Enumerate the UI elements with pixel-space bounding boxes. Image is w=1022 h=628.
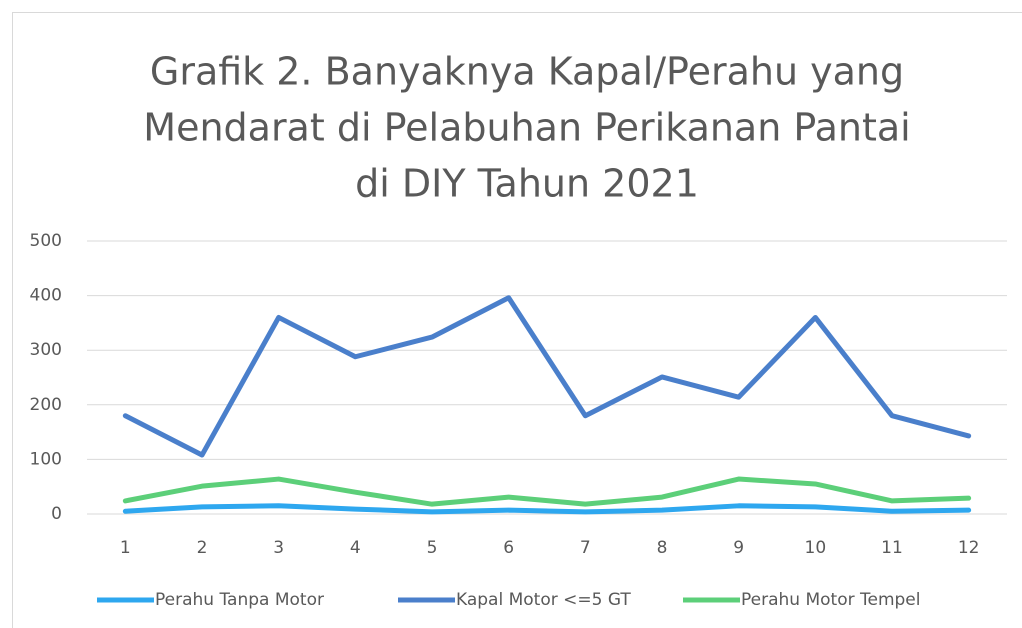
chart-title: Mendarat di Pelabuhan Perikanan Pantai: [143, 106, 910, 150]
x-tick-label: 11: [881, 538, 903, 558]
chart-border: [12, 12, 1022, 628]
x-tick-label: 7: [580, 538, 591, 558]
x-tick-label: 8: [657, 538, 668, 558]
x-tick-label: 3: [273, 538, 284, 558]
x-tick-label: 5: [427, 538, 438, 558]
legend-label: Perahu Tanpa Motor: [155, 590, 324, 610]
y-tick-label: 200: [30, 395, 62, 415]
y-tick-label: 300: [30, 340, 62, 360]
legend-label: Kapal Motor <=5 GT: [456, 590, 631, 610]
y-tick-label: 100: [30, 449, 62, 469]
legend-label: Perahu Motor Tempel: [741, 590, 920, 610]
chart-title: di DIY Tahun 2021: [355, 162, 699, 206]
y-tick-label: 400: [30, 286, 62, 306]
y-tick-label: 0: [51, 504, 62, 524]
x-tick-label: 12: [958, 538, 980, 558]
x-tick-label: 1: [120, 538, 131, 558]
line-series: [122, 476, 972, 507]
x-tick-label: 2: [197, 538, 208, 558]
x-tick-label: 10: [805, 538, 827, 558]
chart-title: Grafik 2. Banyaknya Kapal/Perahu yang: [150, 50, 904, 94]
x-tick-label: 6: [503, 538, 514, 558]
line-series: [122, 503, 972, 515]
line-series: [122, 295, 972, 458]
y-tick-label: 500: [30, 231, 62, 251]
x-tick-label: 9: [733, 538, 744, 558]
x-tick-label: 4: [350, 538, 361, 558]
